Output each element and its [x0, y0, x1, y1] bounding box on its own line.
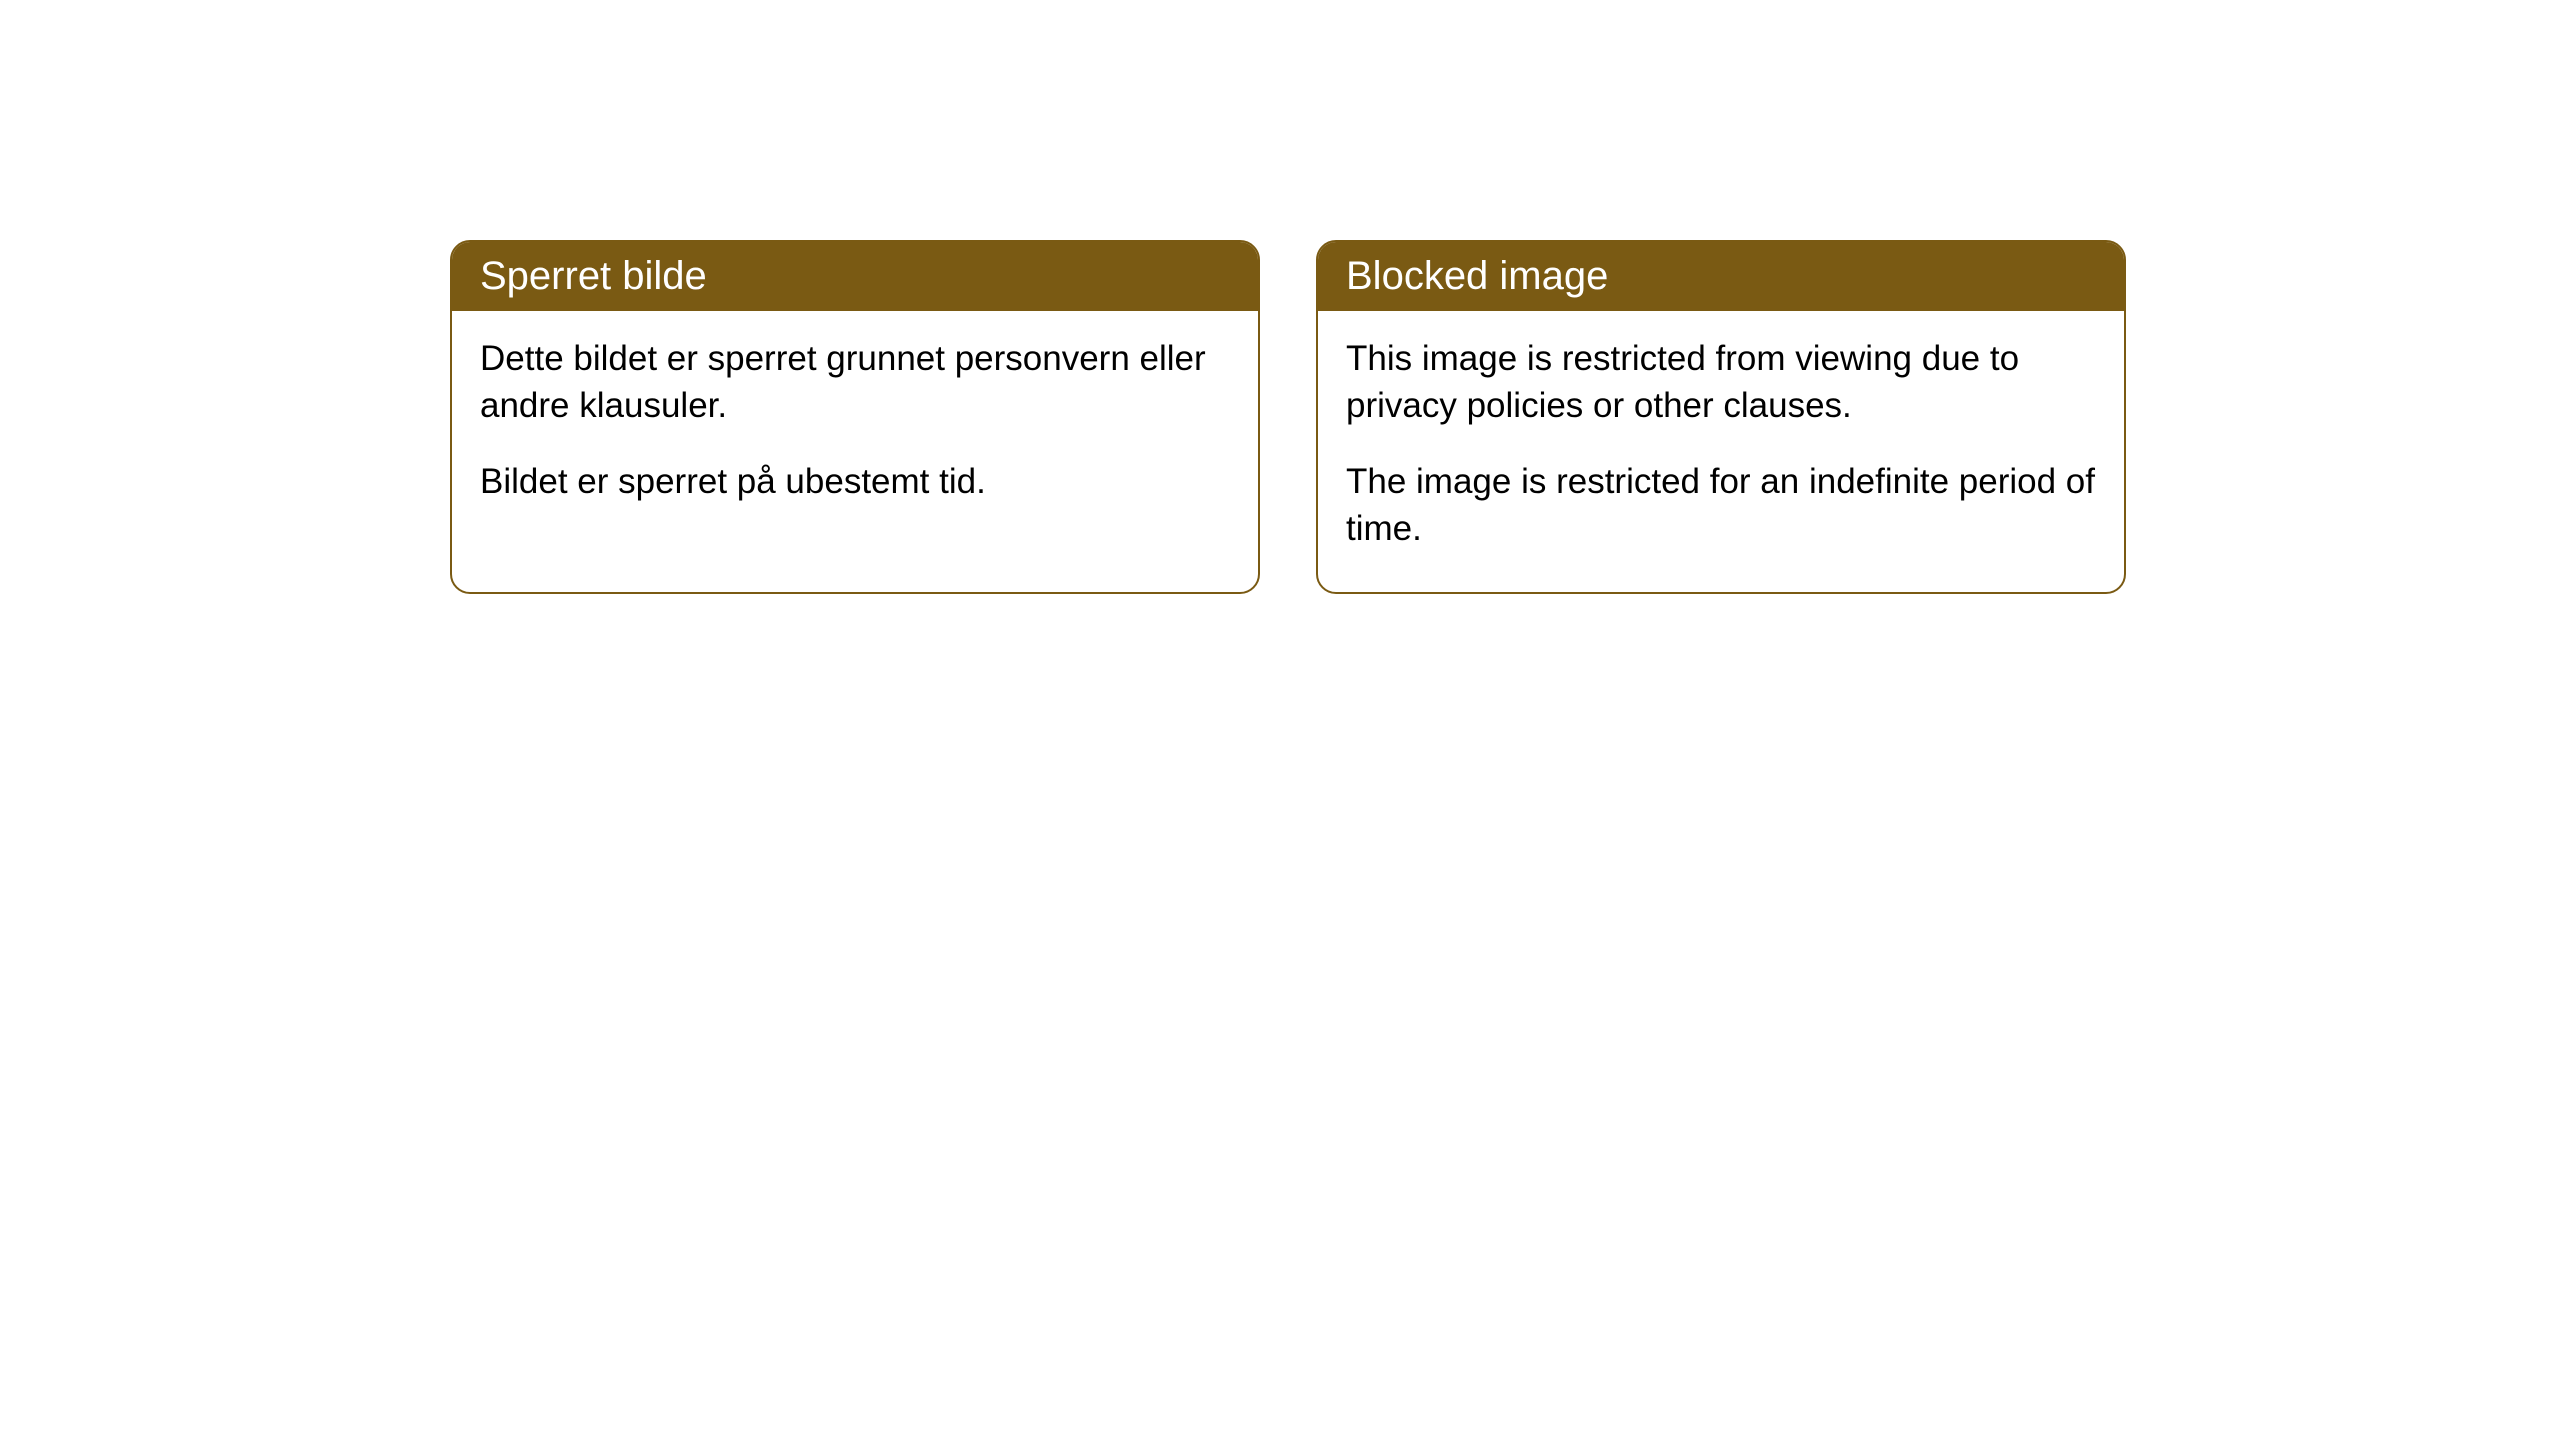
card-body-norwegian: Dette bildet er sperret grunnet personve…: [452, 311, 1258, 545]
card-paragraph-2: The image is restricted for an indefinit…: [1346, 458, 2096, 553]
card-header-norwegian: Sperret bilde: [452, 242, 1258, 311]
card-title: Blocked image: [1346, 254, 1608, 298]
card-paragraph-2: Bildet er sperret på ubestemt tid.: [480, 458, 1230, 505]
card-norwegian: Sperret bilde Dette bildet er sperret gr…: [450, 240, 1260, 594]
card-english: Blocked image This image is restricted f…: [1316, 240, 2126, 594]
card-title: Sperret bilde: [480, 254, 707, 298]
card-paragraph-1: Dette bildet er sperret grunnet personve…: [480, 335, 1230, 430]
card-paragraph-1: This image is restricted from viewing du…: [1346, 335, 2096, 430]
card-body-english: This image is restricted from viewing du…: [1318, 311, 2124, 592]
cards-container: Sperret bilde Dette bildet er sperret gr…: [450, 240, 2126, 594]
card-header-english: Blocked image: [1318, 242, 2124, 311]
